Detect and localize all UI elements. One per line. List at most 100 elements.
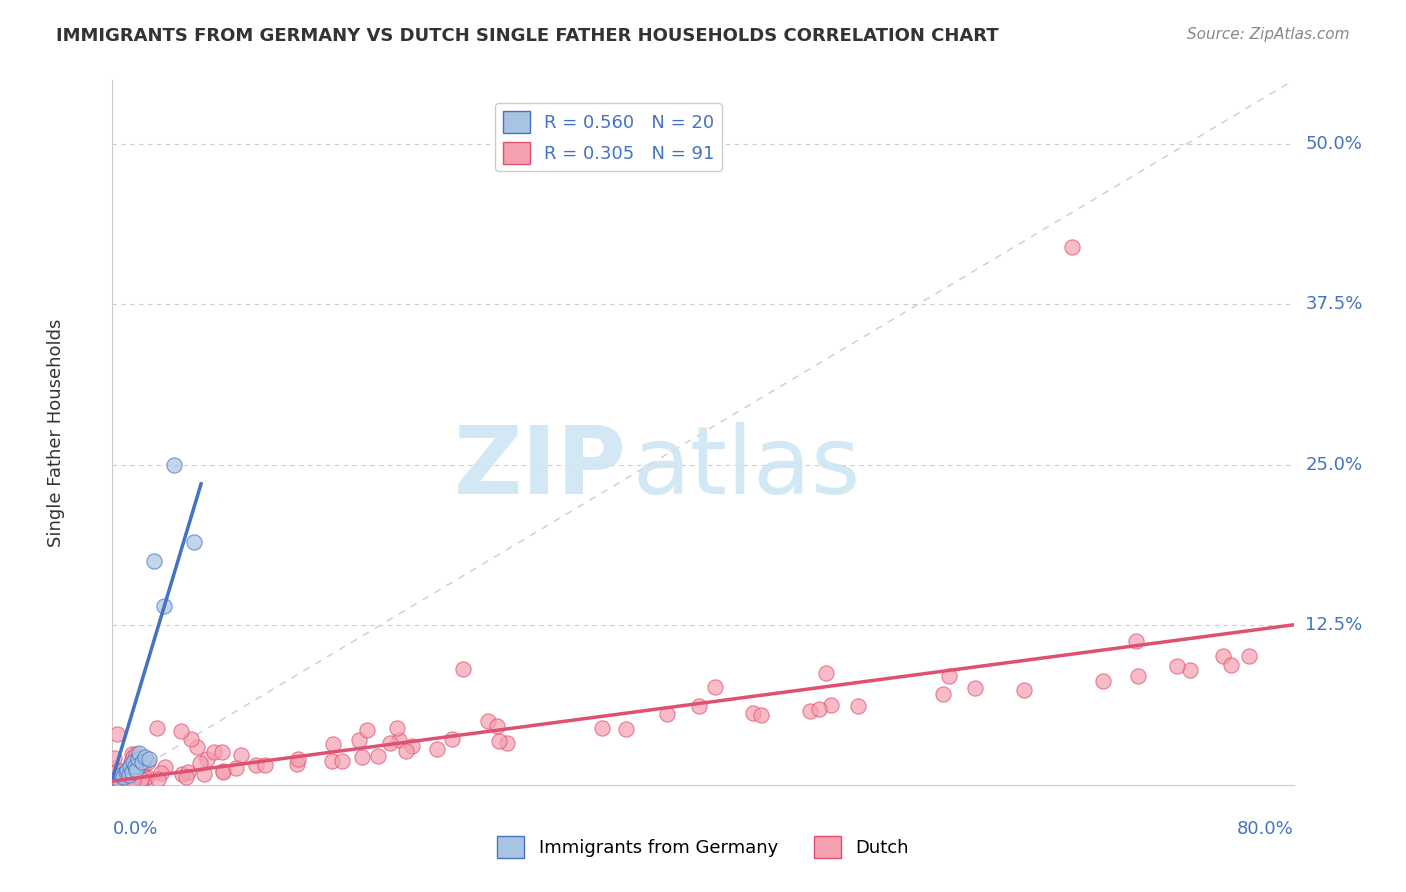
Point <box>1178 663 1201 677</box>
Point <box>741 706 763 721</box>
Point <box>477 714 499 728</box>
Point <box>107 770 129 784</box>
Point <box>138 752 160 766</box>
Point <box>153 760 176 774</box>
Point <box>134 749 156 764</box>
Point <box>180 732 202 747</box>
Point <box>136 756 159 770</box>
Point <box>131 755 153 769</box>
Point <box>349 732 371 747</box>
Point <box>367 748 389 763</box>
Point <box>616 722 638 736</box>
Point <box>440 731 463 746</box>
Text: 12.5%: 12.5% <box>1305 615 1362 634</box>
Text: atlas: atlas <box>633 422 860 514</box>
Point <box>350 750 373 764</box>
Point <box>125 763 148 777</box>
Point <box>131 772 153 786</box>
Point <box>749 708 772 723</box>
Point <box>1237 648 1260 663</box>
Point <box>124 772 146 786</box>
Point <box>394 744 416 758</box>
Legend: Immigrants from Germany, Dutch: Immigrants from Germany, Dutch <box>489 829 917 865</box>
Point <box>146 772 169 786</box>
Point <box>1012 682 1035 697</box>
Point <box>114 765 136 780</box>
Point <box>211 745 233 759</box>
Point <box>153 599 176 613</box>
Point <box>135 770 157 784</box>
Point <box>486 718 509 732</box>
Point <box>688 698 710 713</box>
Point <box>118 768 141 782</box>
Point <box>322 737 344 751</box>
Text: 25.0%: 25.0% <box>1305 456 1362 474</box>
Point <box>177 765 200 780</box>
Point <box>1220 658 1243 673</box>
Point <box>655 706 678 721</box>
Point <box>149 765 172 780</box>
Point <box>321 754 343 768</box>
Point <box>122 763 145 777</box>
Point <box>229 747 252 762</box>
Point <box>170 767 193 781</box>
Text: 50.0%: 50.0% <box>1305 136 1362 153</box>
Point <box>107 772 129 786</box>
Point <box>938 669 960 683</box>
Point <box>117 763 138 777</box>
Point <box>807 702 830 716</box>
Point <box>186 740 208 755</box>
Point <box>107 763 129 777</box>
Point <box>146 721 169 735</box>
Point <box>107 772 129 787</box>
Point <box>129 772 152 786</box>
Point <box>378 736 401 750</box>
Point <box>591 721 613 735</box>
Point <box>134 771 156 785</box>
Point <box>174 770 197 784</box>
Point <box>932 686 955 700</box>
Point <box>132 756 155 771</box>
Point <box>121 765 143 780</box>
Point <box>225 761 247 775</box>
Point <box>254 757 277 772</box>
Point <box>121 747 143 762</box>
Point <box>120 755 142 769</box>
Point <box>1092 673 1115 688</box>
Point <box>815 666 838 681</box>
Text: 0.0%: 0.0% <box>112 821 157 838</box>
Point <box>488 733 510 747</box>
Text: ZIP: ZIP <box>453 422 626 514</box>
Point <box>401 739 423 753</box>
Point <box>388 733 411 747</box>
Point <box>1125 634 1147 648</box>
Point <box>1062 240 1084 254</box>
Point <box>122 755 145 769</box>
Point <box>704 680 727 694</box>
Point <box>330 754 353 768</box>
Point <box>1128 669 1150 683</box>
Text: IMMIGRANTS FROM GERMANY VS DUTCH SINGLE FATHER HOUSEHOLDS CORRELATION CHART: IMMIGRANTS FROM GERMANY VS DUTCH SINGLE … <box>56 27 998 45</box>
Point <box>963 681 986 695</box>
Point <box>287 752 309 766</box>
Point <box>202 746 225 760</box>
Text: 80.0%: 80.0% <box>1237 821 1294 838</box>
Text: Source: ZipAtlas.com: Source: ZipAtlas.com <box>1187 27 1350 42</box>
Point <box>1212 648 1234 663</box>
Point <box>212 764 235 778</box>
Point <box>111 770 134 784</box>
Point <box>285 756 308 771</box>
Point <box>104 773 127 788</box>
Point <box>1348 137 1371 152</box>
Point <box>211 765 233 780</box>
Point <box>245 758 267 772</box>
Text: 37.5%: 37.5% <box>1305 295 1362 313</box>
Text: Single Father Households: Single Father Households <box>48 318 65 547</box>
Point <box>799 704 821 718</box>
Point <box>183 534 205 549</box>
Point <box>170 724 193 739</box>
Point <box>110 768 132 782</box>
Point <box>188 756 211 770</box>
Point <box>122 773 145 788</box>
Point <box>451 662 474 676</box>
